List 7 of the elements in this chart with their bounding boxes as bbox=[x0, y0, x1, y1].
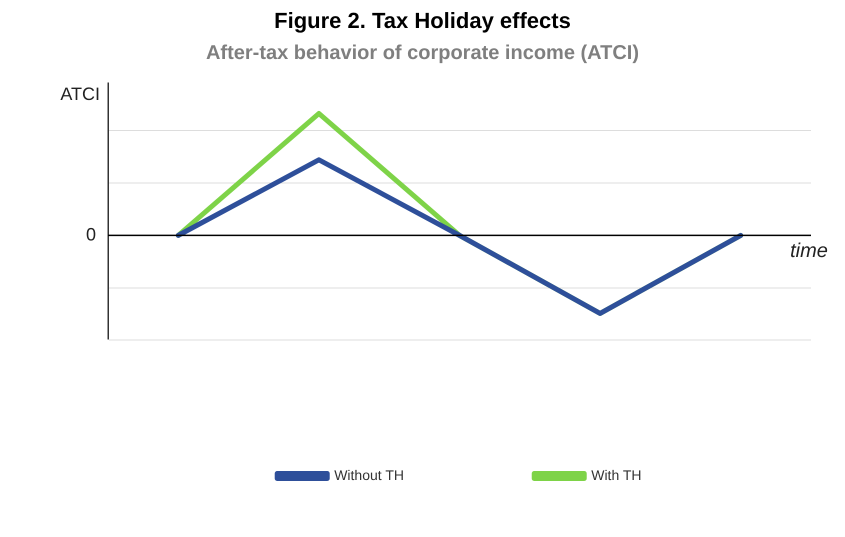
x-axis-title: time bbox=[790, 240, 828, 262]
chart-subtitle: After-tax behavior of corporate income (ATCI) bbox=[204, 42, 640, 65]
legend-label: Without TH bbox=[334, 466, 404, 483]
legend-label: With TH bbox=[591, 466, 642, 483]
y-axis-title: ATCI bbox=[60, 84, 100, 104]
chart-title: Figure 2. Tax Holiday effects bbox=[273, 8, 572, 34]
ref-line-label: 0 bbox=[86, 224, 96, 244]
